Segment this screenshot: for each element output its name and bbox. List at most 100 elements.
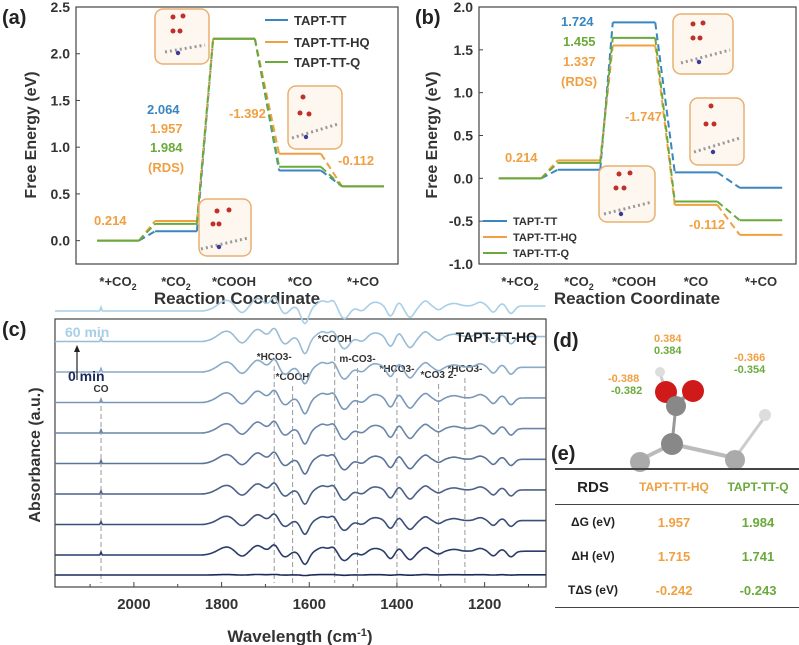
- y-tick-label: -0.5: [449, 213, 473, 229]
- x-tick-label: *CO2: [161, 274, 191, 292]
- x-tick-label: 1400: [380, 596, 413, 613]
- y-tick-label: 1.0: [454, 85, 474, 101]
- x-tick-label: 1800: [205, 596, 238, 613]
- annotation: 1.337: [563, 54, 596, 69]
- peak-marker-label: *HCO3-: [379, 364, 414, 375]
- plot-frame-a: [75, 6, 399, 265]
- legend-label-hq: TAPT-TT-HQ: [294, 35, 370, 50]
- header-rds: RDS: [577, 478, 609, 496]
- peak-marker-label: *HCO3-: [257, 352, 292, 363]
- time-label-end: 60 min: [65, 324, 109, 340]
- charge-label: -0.366: [734, 352, 765, 364]
- time-label-start: 0 min: [68, 368, 105, 384]
- annotation: -1.392: [229, 106, 266, 121]
- y-axis-label-c: Absorbance (a.u.): [27, 387, 44, 522]
- y-tick-label: 1.5: [51, 92, 71, 108]
- transition-line: [540, 162, 559, 180]
- charge-label: 0.384: [654, 345, 682, 357]
- molecule-inset: [287, 85, 343, 150]
- x-axis-label-c: Wavelength (cm-1): [227, 627, 372, 645]
- cell-q: -0.243: [739, 582, 777, 598]
- legend-label-q: TAPT-TT-Q: [294, 55, 360, 70]
- cell-hq: -0.242: [655, 582, 693, 598]
- transition-line: [716, 200, 741, 222]
- annotation: -0.112: [338, 153, 374, 168]
- panel-label-b: (b): [415, 7, 441, 29]
- annotation: 0.214: [505, 150, 538, 165]
- peak-marker-label: *HCO3-: [447, 364, 482, 375]
- x-axis-label-a: Reaction Coordinate: [154, 289, 320, 308]
- panel-c: (c) 2000 1800 1600 1400 1200 CO *HCO3- *COOH *C…: [2, 296, 547, 645]
- molecule-model: [630, 367, 771, 472]
- spectrum-line: [55, 513, 546, 536]
- x-axis-label-b: Reaction Coordinate: [554, 289, 720, 308]
- header-q: TAPT-TT-Q: [727, 480, 789, 494]
- row-label: TΔS (eV): [568, 583, 618, 597]
- panel-b: (b) -1.0 -0.5 0.0 0.5 1.0 1.5 2.0 *+CO2 *CO2 *CO…: [415, 0, 797, 308]
- molecule-inset: [154, 8, 210, 65]
- peak-marker-label: m-CO3-: [339, 354, 375, 365]
- x-tick-label: *CO: [288, 274, 313, 289]
- table-header: RDS TAPT-TT-HQ TAPT-TT-Q: [555, 468, 799, 505]
- y-axis-label-b: Free Energy (eV): [424, 71, 441, 198]
- panel-d: (d) 0.384 0.384 -0.366 -0.354 -0.388 -0.…: [551, 330, 771, 472]
- spectrum-line: [55, 482, 546, 506]
- legend-label-tt: TAPT-TT: [294, 13, 347, 28]
- x-tick-label: *COOH: [612, 274, 656, 289]
- annotation: -0.112: [689, 217, 725, 232]
- table-row: ΔG (eV) 1.957 1.984: [555, 505, 799, 539]
- legend-label-tt: TAPT-TT: [513, 216, 558, 228]
- transition-line: [320, 166, 343, 188]
- y-tick-label: 1.5: [454, 42, 474, 58]
- spectrum-line: [55, 358, 546, 385]
- x-tick-label: 2000: [117, 596, 150, 613]
- spectrum-line: [55, 420, 546, 445]
- panel-label-a: (a): [2, 7, 26, 29]
- table-row: TΔS (eV) -0.242 -0.243: [555, 573, 799, 608]
- legend-label-hq: TAPT-TT-HQ: [513, 232, 577, 244]
- y-tick-label: 0.0: [454, 170, 474, 186]
- panel-label-e: (e): [551, 443, 575, 465]
- molecule-inset: [198, 198, 252, 257]
- row-label: ΔG (eV): [571, 515, 615, 529]
- charge-label: -0.354: [734, 364, 766, 376]
- charge-label: 0.384: [654, 333, 682, 345]
- transition-line: [320, 153, 343, 187]
- rds-table: RDS TAPT-TT-HQ TAPT-TT-Q ΔG (eV) 1.957 1…: [555, 468, 799, 608]
- annotations-b: 0.214 1.724 1.455 1.337 (RDS) -1.747 -0.…: [505, 14, 725, 232]
- x-tick-label: 1600: [293, 596, 326, 613]
- charge-label: -0.382: [611, 385, 642, 397]
- spectrum-line: [55, 327, 546, 355]
- cell-q: 1.741: [741, 548, 775, 564]
- transition-line: [716, 204, 741, 236]
- x-tick-label: *+CO: [745, 274, 777, 289]
- y-tick-label: 1.0: [51, 139, 71, 155]
- y-tick-label: 2.0: [51, 46, 71, 62]
- y-tick-label: 2.0: [454, 0, 474, 15]
- series-tapt-tt-q: [97, 37, 384, 242]
- transition-line: [599, 37, 614, 164]
- cell-hq: 1.715: [657, 548, 691, 564]
- transition-line: [253, 38, 281, 167]
- molecule-inset: [598, 165, 656, 223]
- series-tapt-tt-q: [498, 36, 783, 222]
- y-tick-label: 2.5: [51, 0, 71, 15]
- annotations-a: 0.214 2.064 1.957 1.984 (RDS) -1.392 -0.…: [94, 102, 374, 228]
- y-tick-label: -1.0: [449, 256, 473, 272]
- legend-b: TAPT-TT TAPT-TT-HQ TAPT-TT-Q: [483, 216, 577, 260]
- panel-a: (a) 0.0 0.5 1.0 1.5 2.0 2.5 *+CO2 *CO2 *COOH *CO…: [2, 0, 399, 308]
- x-tick-label: *+CO2: [99, 274, 136, 292]
- transition-line: [253, 38, 281, 154]
- transition-line: [138, 223, 156, 242]
- transition-line: [195, 38, 215, 224]
- x-tick-label: *+CO2: [501, 274, 538, 292]
- charge-label: -0.388: [608, 373, 639, 385]
- spectrum-line: [55, 296, 546, 325]
- y-tick-label: 0.5: [454, 128, 474, 144]
- annotation: 1.984: [150, 140, 183, 155]
- row-label: ΔH (eV): [571, 549, 615, 563]
- molecule-inset: [672, 13, 734, 75]
- legend-a: TAPT-TT TAPT-TT-HQ TAPT-TT-Q: [265, 13, 370, 70]
- arrow-head-icon: [74, 345, 80, 352]
